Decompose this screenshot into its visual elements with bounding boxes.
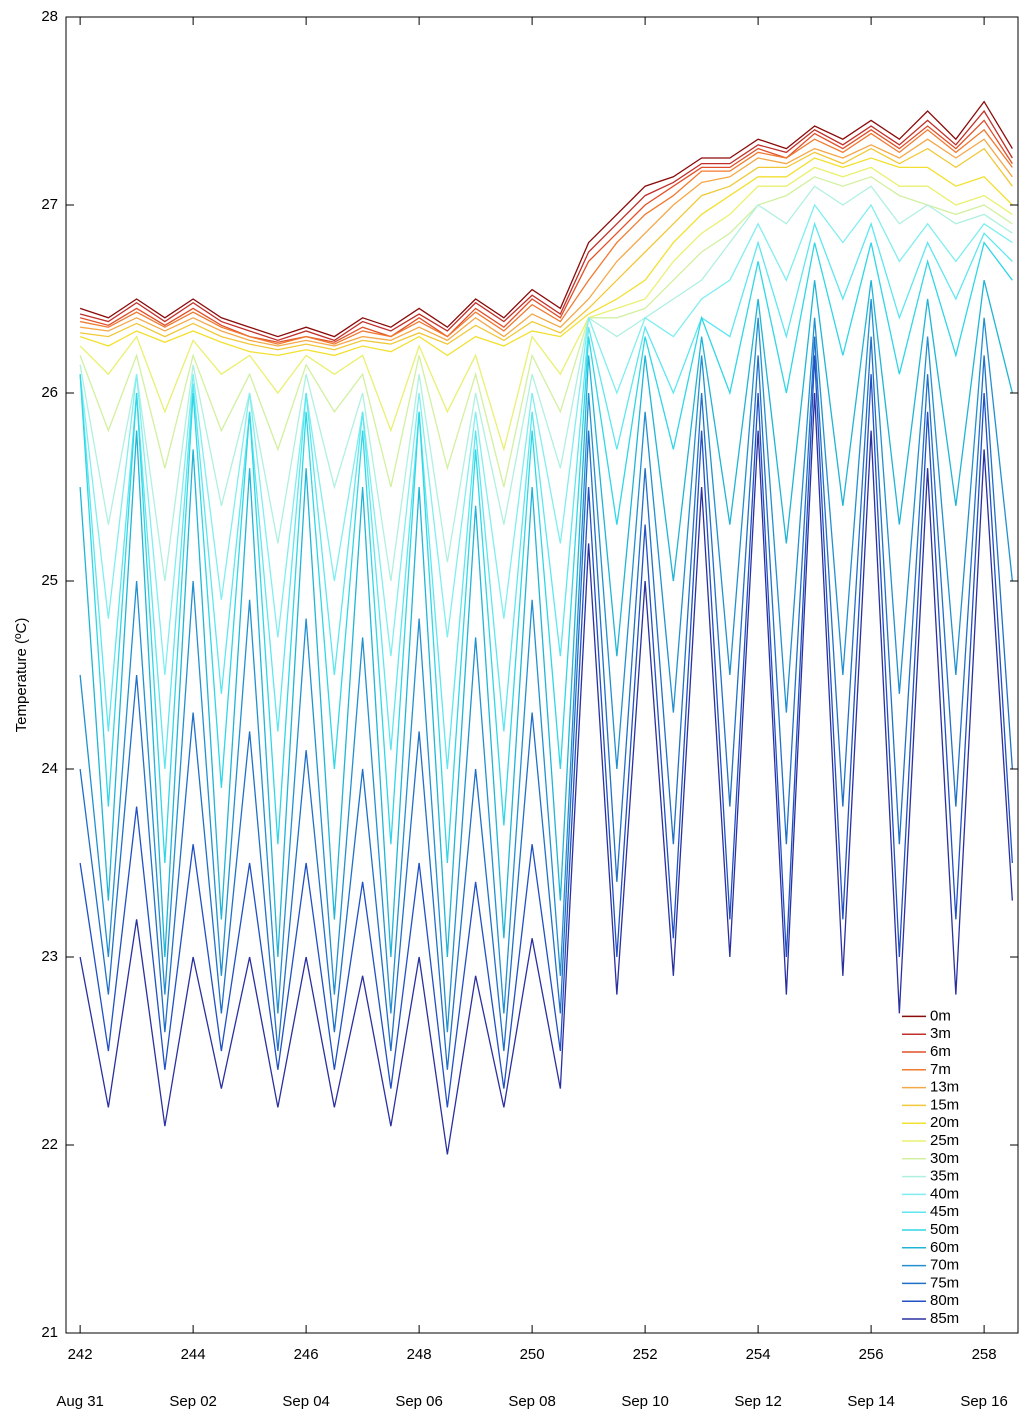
series-line: [79, 241, 1013, 864]
series-line: [79, 109, 1013, 342]
y-tick-label: 21: [41, 1324, 58, 1341]
series-line: [79, 336, 1013, 1070]
legend-label: 60m: [930, 1239, 959, 1256]
x-tick-label: 244: [181, 1346, 206, 1363]
series-line: [79, 157, 1013, 357]
x-tick-label: 246: [294, 1346, 319, 1363]
series-line: [79, 166, 1013, 452]
legend-label: 3m: [930, 1025, 951, 1042]
legend-label: 15m: [930, 1096, 959, 1113]
x-date-label: Sep 02: [169, 1393, 217, 1410]
series-line: [80, 138, 1013, 347]
series-line: [79, 221, 1013, 770]
y-tick-label: 28: [41, 8, 58, 25]
legend-label: 30m: [930, 1150, 959, 1167]
x-date-label: Sep 08: [508, 1393, 556, 1410]
y-tick-label: 25: [41, 572, 58, 589]
series-line: [79, 280, 1013, 958]
x-date-label: Sep 16: [960, 1393, 1008, 1410]
legend-label: 6m: [930, 1043, 951, 1060]
y-tick-label: 23: [41, 948, 58, 965]
x-date-label: Sep 10: [621, 1393, 669, 1410]
series-line: [79, 176, 1013, 488]
y-tick-label: 26: [41, 384, 58, 401]
series-line: [79, 119, 1013, 343]
x-tick-label: 258: [972, 1346, 997, 1363]
x-tick-label: 248: [407, 1346, 432, 1363]
series-line: [80, 147, 1013, 351]
series-line: [79, 185, 1013, 582]
legend-label: 7m: [930, 1061, 951, 1078]
legend-label: 85m: [930, 1310, 959, 1327]
legend-label: 50m: [930, 1221, 959, 1238]
y-tick-label: 24: [41, 760, 58, 777]
legend-label: 25m: [930, 1132, 959, 1149]
x-tick-label: 256: [859, 1346, 884, 1363]
x-tick-label: 242: [68, 1346, 93, 1363]
legend-label: 70m: [930, 1257, 959, 1274]
legend-label: 75m: [930, 1274, 959, 1291]
x-date-label: Aug 31: [56, 1393, 104, 1410]
series-line: [79, 298, 1013, 1033]
plot-frame: [65, 16, 1019, 1334]
x-date-label: Sep 12: [734, 1393, 782, 1410]
legend-label: 80m: [930, 1292, 959, 1309]
series-line: [79, 355, 1013, 1108]
legend-label: 0m: [930, 1007, 951, 1024]
legend-label: 40m: [930, 1185, 959, 1202]
x-tick-label: 250: [520, 1346, 545, 1363]
y-tick-label: 22: [41, 1136, 58, 1153]
series-line: [79, 128, 1013, 345]
x-date-label: Sep 14: [847, 1393, 895, 1410]
legend-label: 45m: [930, 1203, 959, 1220]
x-date-label: Sep 04: [282, 1393, 330, 1410]
y-tick-label: 27: [41, 196, 58, 213]
x-tick-label: 252: [633, 1346, 658, 1363]
legend-label: 20m: [930, 1114, 959, 1131]
series-line: [79, 100, 1013, 338]
legend-label: 35m: [930, 1168, 959, 1185]
series-line: [79, 392, 1013, 1155]
series-line: [79, 203, 1013, 676]
x-tick-label: 254: [746, 1346, 771, 1363]
x-date-label: Sep 06: [395, 1393, 443, 1410]
y-axis-label: Temperature (ºC): [13, 618, 30, 733]
legend-label: 13m: [930, 1079, 959, 1096]
